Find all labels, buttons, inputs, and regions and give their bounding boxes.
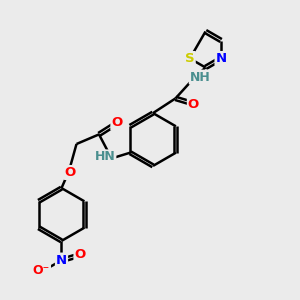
Text: N: N xyxy=(56,254,67,267)
Text: O⁻: O⁻ xyxy=(33,264,50,278)
Text: O: O xyxy=(65,166,76,179)
Text: HN: HN xyxy=(94,150,116,164)
Text: NH: NH xyxy=(190,70,211,84)
Text: O: O xyxy=(188,98,199,111)
Text: O: O xyxy=(111,116,123,130)
Text: O: O xyxy=(74,248,86,262)
Text: S: S xyxy=(185,52,195,65)
Text: N: N xyxy=(215,52,227,65)
